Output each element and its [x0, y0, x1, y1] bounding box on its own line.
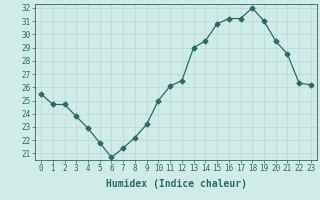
X-axis label: Humidex (Indice chaleur): Humidex (Indice chaleur): [106, 179, 246, 189]
